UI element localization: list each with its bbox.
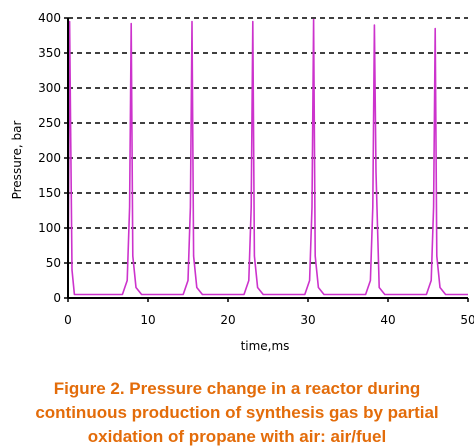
figure-caption-line-1: Figure 2. Pressure change in a reactor d… xyxy=(53,379,421,398)
x-tick-label: 20 xyxy=(220,313,235,327)
grid-lines xyxy=(68,17,468,264)
x-tick-label: 30 xyxy=(300,313,315,327)
series-line xyxy=(67,18,468,299)
x-tick-label: 50 xyxy=(460,313,474,327)
x-tick-label: 10 xyxy=(140,313,155,327)
x-tick-labels: 0 10 20 30 40 50 xyxy=(64,313,474,327)
axes xyxy=(64,17,469,302)
y-tick-label: 0 xyxy=(53,291,61,305)
y-tick-label: 150 xyxy=(38,186,61,200)
y-axis-label: Pressure, bar xyxy=(10,121,24,200)
figure-caption-line-3: oxidation of propane with air: air/fuel xyxy=(87,427,387,446)
x-tick-label: 0 xyxy=(64,313,72,327)
y-tick-labels: 0 50 100 150 200 250 300 350 400 xyxy=(38,11,61,305)
figure-caption-line-2: continuous production of synthesis gas b… xyxy=(35,403,439,422)
y-tick-label: 300 xyxy=(38,81,61,95)
y-tick-label: 50 xyxy=(46,256,61,270)
y-tick-label: 250 xyxy=(38,116,61,130)
x-axis-label: time,ms xyxy=(241,339,290,353)
y-tick-label: 200 xyxy=(38,151,61,165)
y-tick-label: 350 xyxy=(38,46,61,60)
x-tick-label: 40 xyxy=(380,313,395,327)
series-layer xyxy=(67,18,468,299)
pressure-time-chart: 0 50 100 150 200 250 300 350 400 0 10 20 30 40 50 Pre… xyxy=(10,11,474,353)
y-tick-label: 100 xyxy=(38,221,61,235)
y-tick-label: 400 xyxy=(38,11,61,25)
